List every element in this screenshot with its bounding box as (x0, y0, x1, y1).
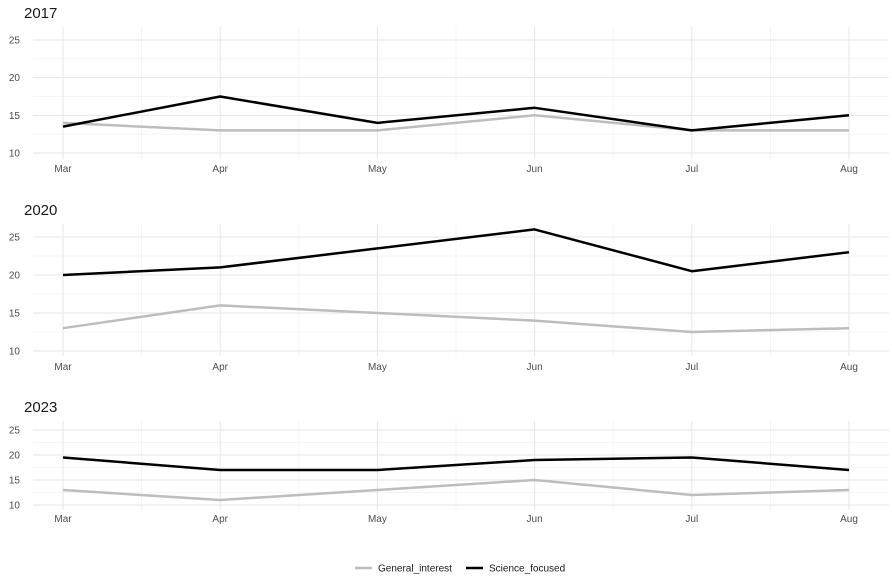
panel-title: 2020 (24, 202, 57, 219)
x-tick-label: Jun (527, 164, 543, 175)
x-tick-label: Jul (685, 164, 698, 175)
panel-title: 2023 (24, 399, 57, 416)
legend-label: General_interest (378, 564, 452, 575)
y-tick-label: 25 (9, 36, 21, 47)
x-tick-label: Jun (527, 514, 543, 525)
x-tick-label: Jun (527, 362, 543, 373)
x-tick-label: Jul (685, 362, 698, 373)
y-tick-label: 25 (9, 426, 21, 437)
x-tick-label: Aug (840, 362, 858, 373)
y-tick-label: 25 (9, 233, 21, 244)
y-tick-label: 20 (9, 73, 21, 84)
y-tick-label: 10 (9, 501, 21, 512)
x-tick-label: May (368, 514, 387, 525)
x-tick-label: Aug (840, 514, 858, 525)
y-tick-label: 10 (9, 347, 21, 358)
panel-2020: 10 15 20 25 Mar Apr May Jun Jul Aug 2020 (9, 202, 889, 373)
x-tick-label: Aug (840, 164, 858, 175)
y-tick-label: 15 (9, 476, 21, 487)
x-tick-label: Apr (212, 362, 228, 373)
panel-2017: 10 15 20 25 Mar Apr May Jun Jul Aug 2017 (9, 5, 889, 175)
x-tick-label: Mar (54, 164, 72, 175)
x-tick-label: May (368, 164, 387, 175)
y-tick-label: 20 (9, 451, 21, 462)
legend: General_interest Science_focused (355, 564, 565, 575)
y-tick-label: 10 (9, 149, 21, 160)
x-tick-label: Apr (212, 514, 228, 525)
x-tick-label: Mar (54, 362, 72, 373)
y-tick-label: 20 (9, 271, 21, 282)
x-tick-label: Mar (54, 514, 72, 525)
panel-title: 2017 (24, 5, 57, 22)
x-tick-label: May (368, 362, 387, 373)
panel-2023: 10 15 20 25 Mar Apr May Jun Jul Aug 2023 (9, 399, 889, 525)
x-tick-label: Apr (212, 164, 228, 175)
x-tick-label: Jul (685, 514, 698, 525)
y-tick-label: 15 (9, 111, 21, 122)
legend-label: Science_focused (489, 564, 565, 575)
y-tick-label: 15 (9, 309, 21, 320)
